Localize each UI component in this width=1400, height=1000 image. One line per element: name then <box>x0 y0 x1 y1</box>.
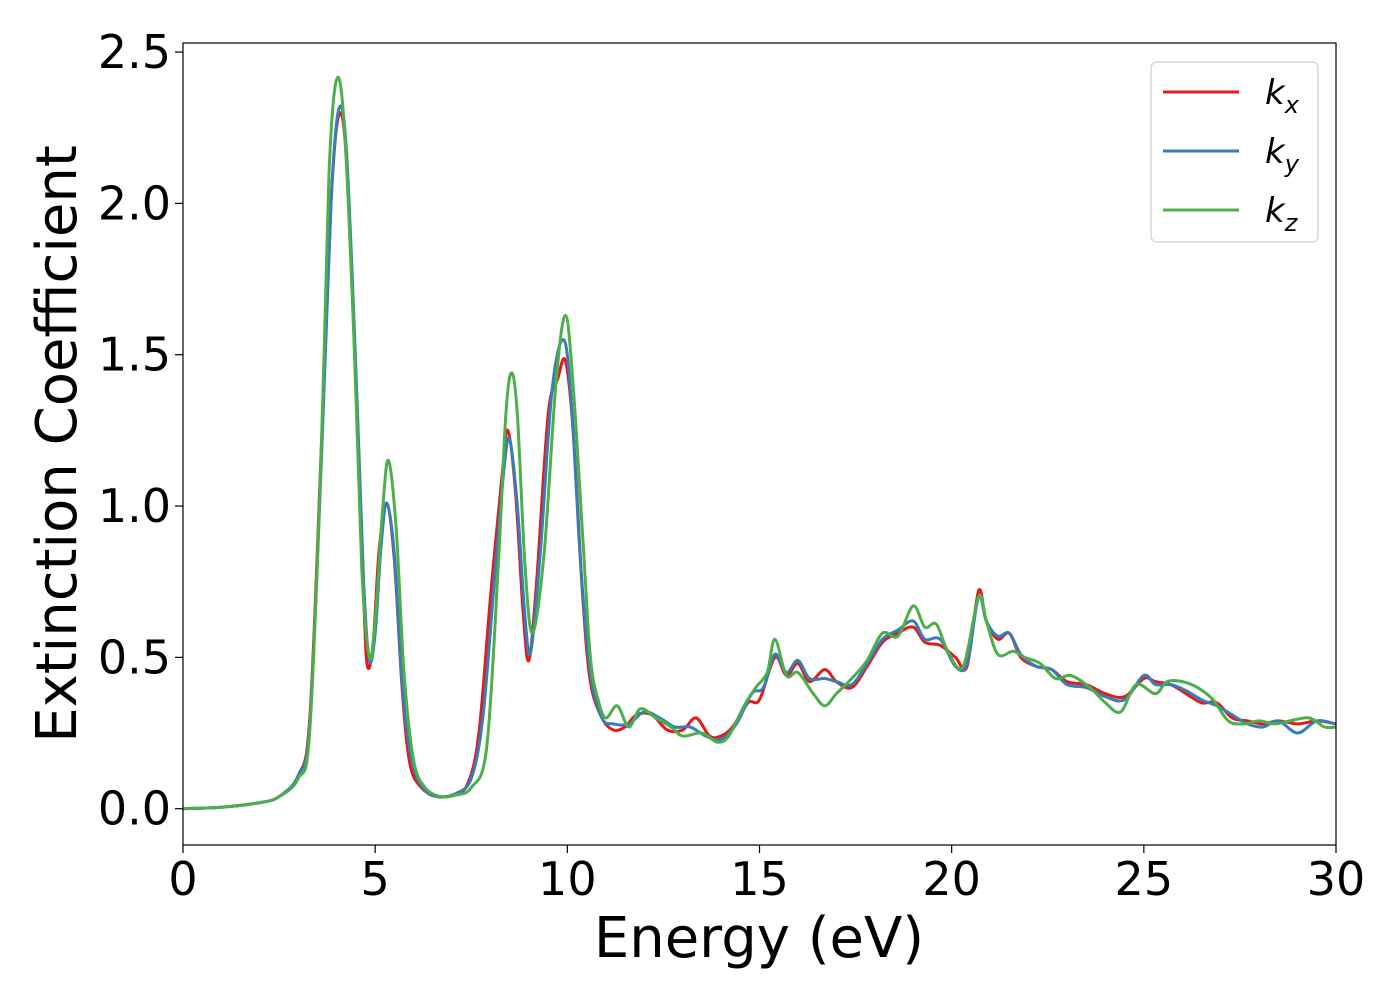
plot-area <box>182 42 1337 846</box>
x-axis-label: Energy (eV) <box>594 906 924 971</box>
y-tick-label: 0.0 <box>98 782 171 836</box>
series-layer <box>183 75 1336 811</box>
x-tick-label: 5 <box>361 852 390 906</box>
legend-label-base: k <box>1265 191 1286 231</box>
x-tick-label: 0 <box>168 852 197 906</box>
x-axis: 0 5 10 15 20 25 30 <box>168 845 1365 906</box>
x-tick-label: 15 <box>730 852 789 906</box>
legend-label-subscript: x <box>1284 91 1300 119</box>
legend-label-base: k <box>1265 132 1286 172</box>
legend-label-subscript: y <box>1284 150 1300 178</box>
x-tick-label: 20 <box>922 852 981 906</box>
y-tick-label: 0.5 <box>98 630 171 684</box>
y-tick-label: 2.0 <box>98 176 171 230</box>
y-tick-label: 1.0 <box>98 479 171 533</box>
y-axis: 0.0 0.5 1.0 1.5 2.0 2.5 <box>98 25 183 836</box>
x-tick-label: 30 <box>1307 852 1366 906</box>
legend-label-ky: ky <box>1265 132 1300 178</box>
legend-label-subscript: z <box>1284 209 1299 237</box>
y-tick-label: 2.5 <box>98 25 171 79</box>
legend-label-kx: kx <box>1265 73 1300 119</box>
legend-label-base: k <box>1265 73 1286 113</box>
x-tick-label: 25 <box>1115 852 1174 906</box>
legend-label-kz: kz <box>1265 191 1299 237</box>
y-tick-label: 1.5 <box>98 328 171 382</box>
y-axis-label: Extinction Coefficient <box>25 145 90 743</box>
x-tick-label: 10 <box>538 852 597 906</box>
series-line-kz <box>183 75 1336 811</box>
